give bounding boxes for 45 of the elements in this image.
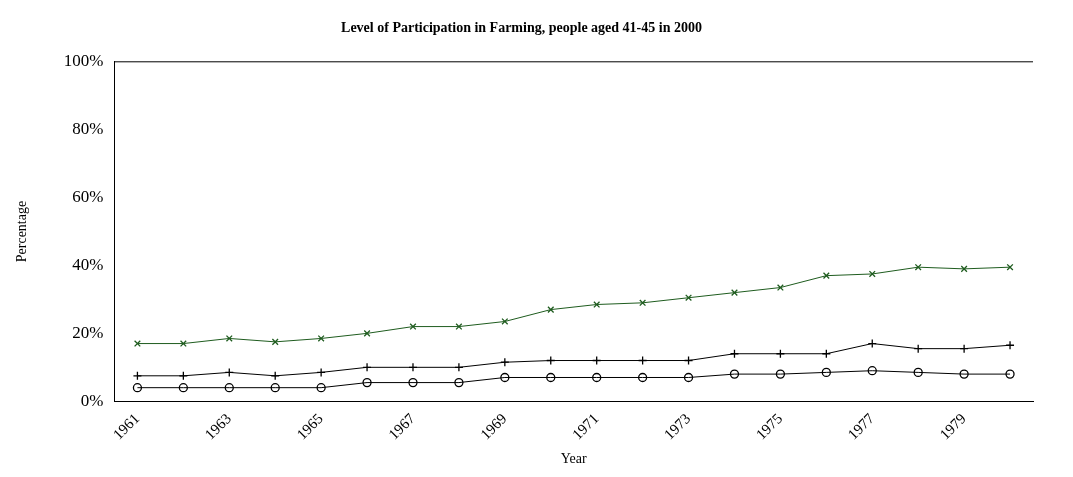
point [546,372,556,383]
y-axis-title: Percentage [14,200,30,263]
x-axis-title: Year [560,451,587,467]
point [363,329,371,337]
y-tick-label: 60% [72,187,104,207]
point [455,323,463,331]
point [1006,263,1014,271]
point [685,294,693,302]
point [821,367,831,378]
point [179,340,187,348]
y-tick-label: 20% [72,322,104,342]
point [362,377,372,388]
y-tick-label: 100% [63,51,104,71]
y-tick-label: 40% [72,254,104,274]
point [959,369,969,379]
point [913,367,923,378]
point [868,270,876,278]
point [593,301,601,308]
point [1005,369,1015,379]
x-tick-label: 1973 [660,410,694,443]
point [731,289,738,297]
point [408,377,418,388]
point [729,369,740,379]
x-tick-label: 1961 [109,410,143,443]
point [500,372,510,383]
point [639,299,647,307]
point [409,323,417,331]
point [501,318,509,325]
point [547,306,555,314]
point [637,372,648,383]
point [867,366,877,376]
y-tick-label: 80% [72,119,104,139]
point [224,383,234,393]
chart-title: Level of Participation in Farming, people aged 41-45 in 2000 [341,20,702,36]
point [178,383,188,393]
point [132,383,143,393]
point [317,334,325,342]
y-tick-label: 0% [80,390,104,410]
point [316,383,326,393]
point [454,377,464,388]
point [592,372,602,383]
point [775,369,786,379]
point [225,334,233,342]
point [683,372,694,383]
point [270,383,280,393]
